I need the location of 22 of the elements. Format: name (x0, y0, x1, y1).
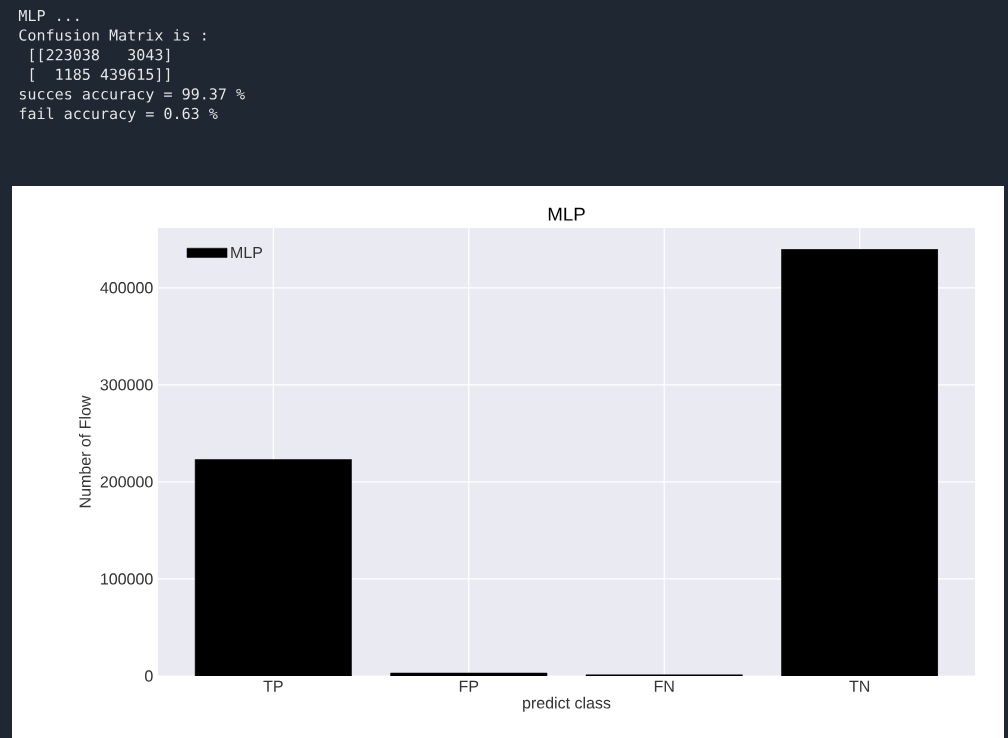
text: [ 1185 439615]] (30, 68, 170, 82)
bar (390, 672, 548, 676)
y-tick-label: 300000 (100, 379, 153, 391)
bar (194, 459, 352, 676)
text: [[223038 3043] (30, 48, 170, 63)
chart-title: MLP (548, 207, 585, 221)
y-tick-label: 400000 (100, 282, 153, 294)
text: succes accuracy = 99.37 % (19, 88, 245, 103)
text: fail accuracy = 0.63 % (19, 107, 218, 123)
x-tick-label: TN (849, 680, 870, 692)
x-tick-label: FP (459, 680, 479, 692)
x-axis-title: predict class (523, 696, 611, 712)
text: MLP ... (18, 10, 79, 21)
y-tick-label: 200000 (100, 476, 153, 488)
y-tick-label: 100000 (101, 573, 153, 585)
legend-label: MLP (231, 247, 263, 259)
y-axis-title: Number of Flow (79, 395, 91, 508)
x-tick-label: TP (263, 680, 283, 692)
text: Confusion Matrix is : (19, 29, 206, 41)
bar (781, 249, 939, 676)
y-tick-label: 0 (145, 670, 153, 682)
x-tick-label: FN (654, 680, 674, 692)
